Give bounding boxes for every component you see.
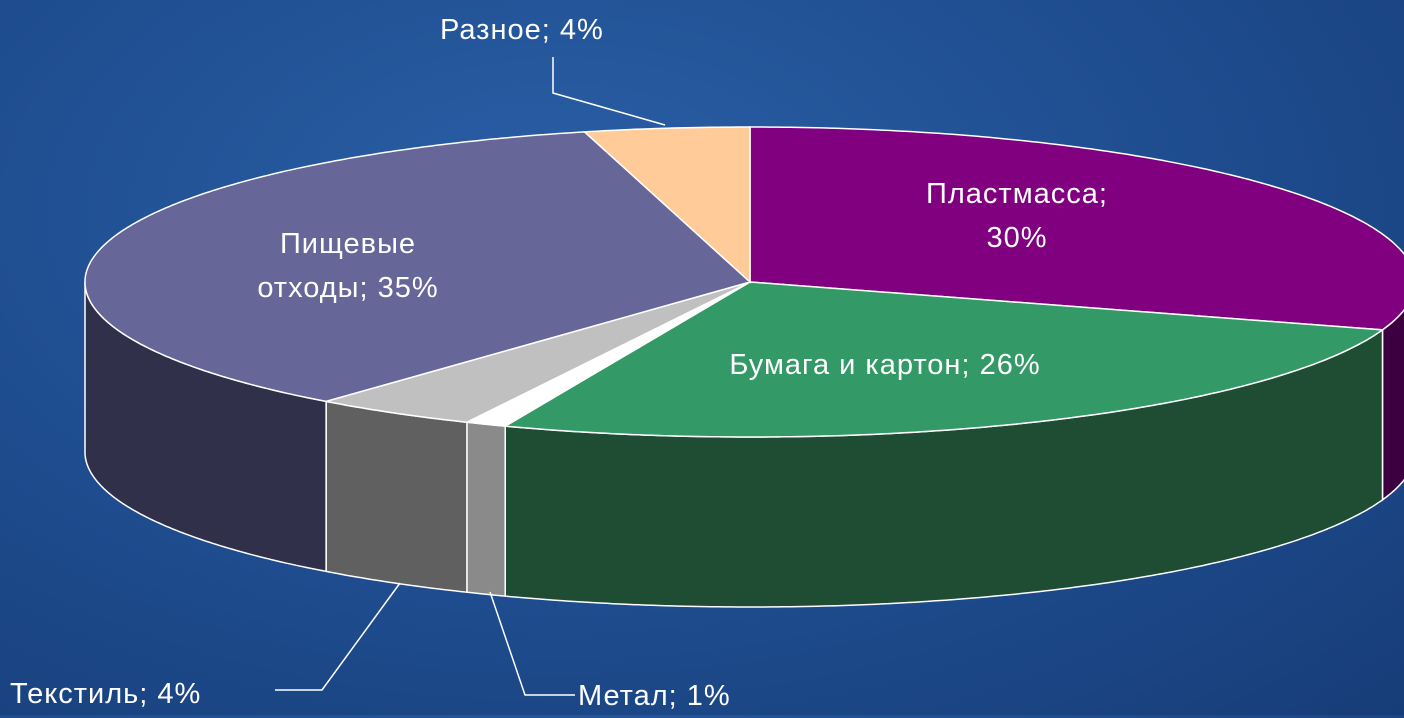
slice-side	[326, 401, 467, 592]
data-label: Пищевые отходы; 35%	[228, 222, 468, 310]
data-label: Пластмасса; 30%	[907, 172, 1127, 260]
data-label: Разное; 4%	[440, 8, 604, 52]
leader-line	[553, 57, 665, 125]
slice-side	[467, 422, 505, 596]
leader-line	[490, 592, 575, 695]
data-label: Бумага и картон; 26%	[720, 343, 1050, 387]
leader-line	[275, 583, 400, 690]
data-label: Метал; 1%	[578, 674, 731, 718]
data-label: Текстиль; 4%	[10, 672, 201, 716]
